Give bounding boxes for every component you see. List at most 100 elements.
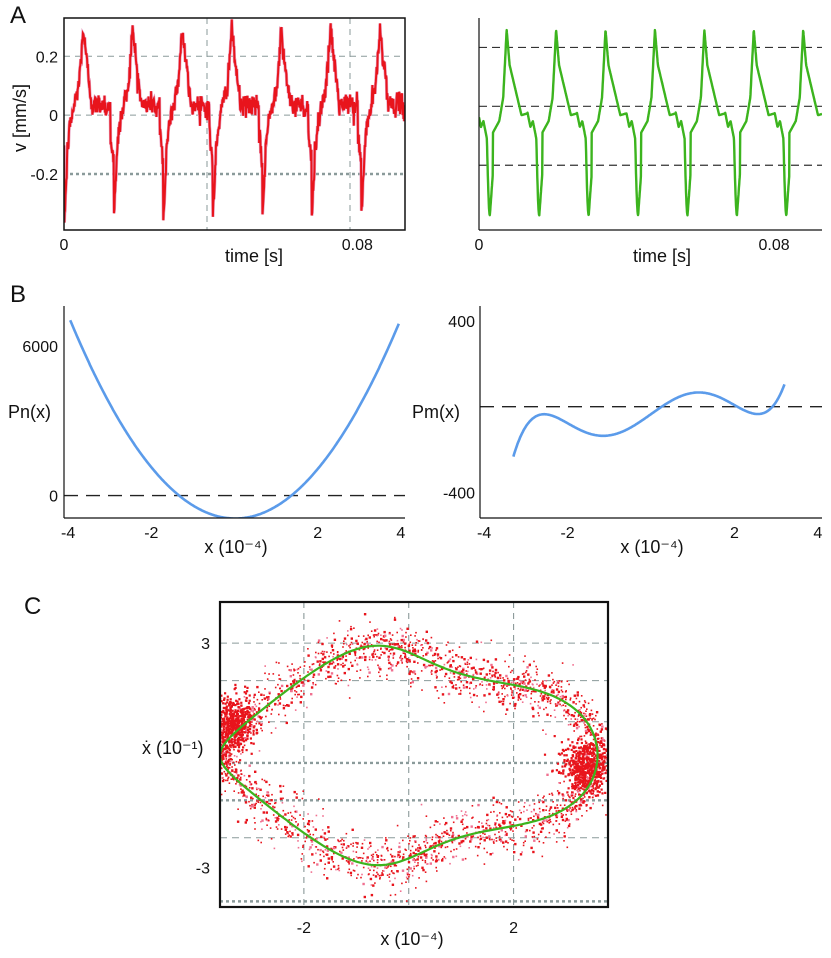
scatter-point bbox=[582, 776, 585, 779]
scatter-point bbox=[235, 769, 238, 771]
scatter-point bbox=[394, 893, 397, 896]
scatter-point bbox=[604, 727, 608, 730]
scatter-point bbox=[578, 781, 581, 784]
scatter-point bbox=[571, 794, 574, 797]
scatter-point bbox=[436, 676, 438, 678]
scatter-point bbox=[326, 651, 328, 653]
scatter-point bbox=[546, 820, 549, 823]
scatter-point bbox=[237, 702, 240, 705]
scatter-point bbox=[214, 716, 216, 718]
scatter-point bbox=[378, 874, 381, 877]
scatter-point bbox=[216, 766, 218, 768]
scatter-point bbox=[312, 676, 314, 678]
scatter-point bbox=[331, 646, 333, 648]
scatter-point bbox=[577, 738, 580, 742]
scatter-point bbox=[210, 704, 212, 706]
scatter-point bbox=[307, 829, 310, 833]
scatter-point bbox=[267, 697, 270, 700]
scatter-point bbox=[355, 657, 358, 659]
scatter-point bbox=[490, 663, 493, 667]
scatter-point bbox=[559, 753, 562, 756]
scatter-point bbox=[573, 730, 575, 732]
scatter-point bbox=[399, 855, 402, 858]
scatter-point bbox=[590, 774, 593, 777]
scatter-point bbox=[332, 655, 334, 658]
scatter-point bbox=[524, 694, 527, 697]
scatter-point bbox=[373, 634, 376, 636]
scatter-point bbox=[510, 694, 513, 696]
scatter-point bbox=[230, 739, 233, 742]
x-tick-label: 0 bbox=[60, 237, 69, 254]
scatter-point bbox=[445, 644, 448, 646]
scatter-point bbox=[419, 848, 422, 850]
scatter-point bbox=[354, 654, 357, 657]
scatter-point bbox=[220, 763, 223, 766]
scatter-point bbox=[574, 722, 578, 725]
scatter-point bbox=[236, 776, 239, 779]
scatter-point bbox=[248, 780, 251, 783]
scatter-point bbox=[211, 751, 213, 753]
scatter-point bbox=[519, 688, 522, 691]
scatter-point bbox=[232, 745, 235, 748]
scatter-point bbox=[481, 684, 484, 686]
scatter-point bbox=[322, 651, 325, 653]
scatter-point bbox=[496, 819, 498, 821]
scatter-point bbox=[601, 725, 604, 728]
scatter-point bbox=[438, 852, 440, 855]
scatter-point bbox=[348, 652, 351, 655]
scatter-point bbox=[576, 783, 580, 787]
scatter-point bbox=[597, 775, 600, 778]
scatter-point bbox=[509, 702, 511, 705]
scatter-point bbox=[521, 701, 524, 703]
scatter-point bbox=[312, 663, 315, 665]
scatter-point bbox=[228, 741, 231, 744]
scatter-point bbox=[292, 816, 295, 819]
scatter-point bbox=[348, 868, 351, 871]
scatter-point bbox=[538, 807, 541, 810]
scatter-point bbox=[594, 734, 597, 737]
scatter-point bbox=[213, 734, 215, 736]
scatter-point bbox=[367, 647, 369, 649]
scatter-point bbox=[536, 673, 538, 676]
scatter-point bbox=[556, 682, 558, 685]
scatter-point bbox=[568, 761, 571, 764]
scatter-point bbox=[250, 752, 253, 755]
scatter-point bbox=[336, 654, 340, 657]
scatter-point bbox=[571, 784, 575, 788]
scatter-point bbox=[328, 655, 330, 658]
scatter-point bbox=[522, 694, 524, 697]
scatter-point bbox=[310, 686, 314, 689]
scatter-point bbox=[537, 704, 539, 707]
scatter-point bbox=[467, 659, 470, 661]
scatter-point bbox=[216, 752, 218, 754]
scatter-point bbox=[206, 774, 208, 776]
scatter-point bbox=[447, 692, 451, 696]
scatter-point bbox=[212, 768, 214, 770]
scatter-point bbox=[216, 703, 218, 705]
scatter-point bbox=[502, 700, 505, 703]
scatter-point bbox=[491, 666, 494, 669]
scatter-point bbox=[583, 735, 586, 737]
scatter-point bbox=[600, 758, 603, 761]
scatter-point bbox=[601, 769, 604, 772]
scatter-point bbox=[575, 753, 578, 756]
scatter-point bbox=[425, 653, 428, 656]
scatter-point bbox=[296, 824, 299, 827]
scatter-point bbox=[597, 734, 600, 736]
scatter-point bbox=[268, 692, 271, 695]
scatter-point bbox=[532, 850, 535, 854]
scatter-point bbox=[496, 693, 499, 696]
scatter-point bbox=[241, 749, 244, 752]
scatter-point bbox=[483, 694, 486, 697]
scatter-point bbox=[567, 714, 569, 717]
scatter-point bbox=[249, 807, 252, 810]
scatter-point bbox=[565, 698, 567, 701]
scatter-point bbox=[236, 820, 240, 823]
scatter-point bbox=[540, 693, 543, 695]
scatter-point bbox=[221, 737, 224, 740]
scatter-point bbox=[548, 793, 551, 795]
scatter-point bbox=[483, 839, 486, 842]
scatter-point bbox=[359, 656, 362, 659]
scatter-point bbox=[343, 839, 345, 842]
scatter-point bbox=[592, 748, 595, 751]
